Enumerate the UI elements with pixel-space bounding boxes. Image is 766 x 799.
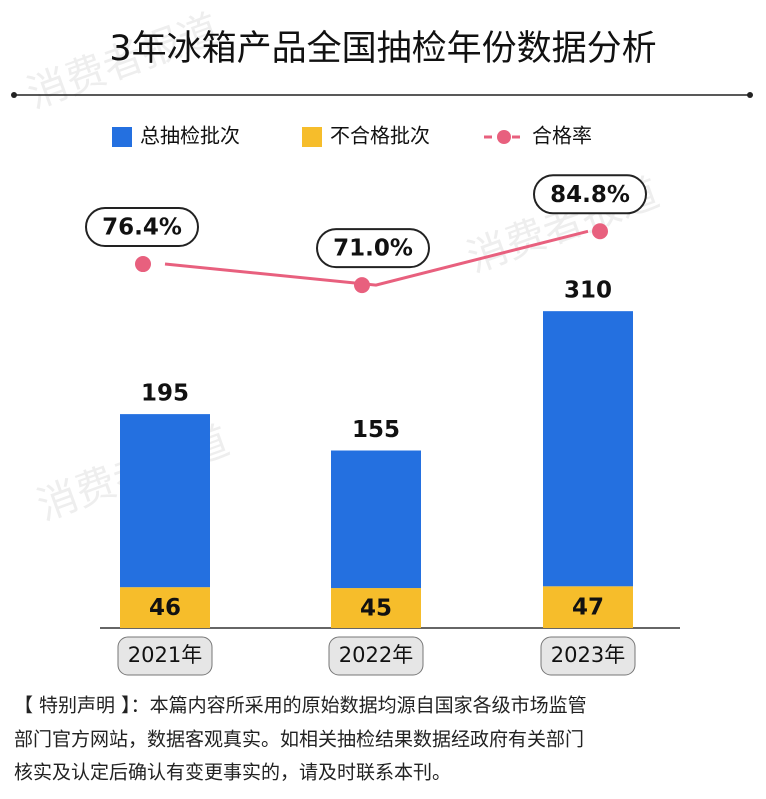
rate-label-box [316, 228, 430, 269]
rate-point [592, 223, 608, 240]
category-pill [540, 636, 636, 676]
category-pill [117, 636, 213, 676]
rate-label-box [85, 207, 199, 248]
rate-line [164, 229, 589, 287]
note-line: 【 特别声明 】：本篇内容所采用的原始数据均源自国家各级市场监管 [14, 695, 587, 717]
legend-label: 合格率 [532, 124, 592, 148]
rate-label-box [533, 174, 647, 215]
bar-value-label: 47 [572, 595, 604, 621]
bar [120, 587, 210, 628]
rate-label: 76.4% [102, 215, 182, 241]
bar-value-label: 155 [352, 417, 400, 443]
rate-label: 84.8% [550, 182, 630, 208]
bar-value-label: 195 [141, 381, 189, 407]
bar-value-label: 46 [149, 595, 181, 621]
x-tick-label: 2023年 [551, 643, 625, 667]
note-line: 核实及认定后确认有变更事实的，请及时联系本刊。 [14, 762, 451, 784]
rate-point [135, 256, 151, 273]
bar [120, 414, 210, 588]
rate-label: 71.0% [333, 236, 413, 262]
x-tick-label: 2021年 [128, 643, 202, 667]
bar [331, 588, 421, 628]
bar [543, 311, 633, 587]
category-pill [328, 636, 424, 676]
legend-dot [497, 130, 511, 144]
legend-label: 总抽检批次 [140, 124, 240, 148]
rule-dot [11, 92, 17, 98]
note-line: 部门官方网站，数据客观真实。如相关抽检结果数据经政府有关部门 [14, 729, 584, 751]
legend-swatch [302, 127, 322, 147]
bar [331, 450, 421, 589]
legend-swatch [112, 127, 132, 147]
legend-label: 不合格批次 [330, 124, 430, 148]
bar-value-label: 45 [360, 596, 392, 622]
bar-value-label: 310 [564, 278, 612, 304]
chart-title: 3年冰箱产品全国抽检年份数据分析 [109, 29, 656, 69]
rule-dot [747, 92, 753, 98]
bar [543, 586, 633, 628]
rate-point [354, 277, 370, 294]
x-tick-label: 2022年 [339, 643, 413, 667]
